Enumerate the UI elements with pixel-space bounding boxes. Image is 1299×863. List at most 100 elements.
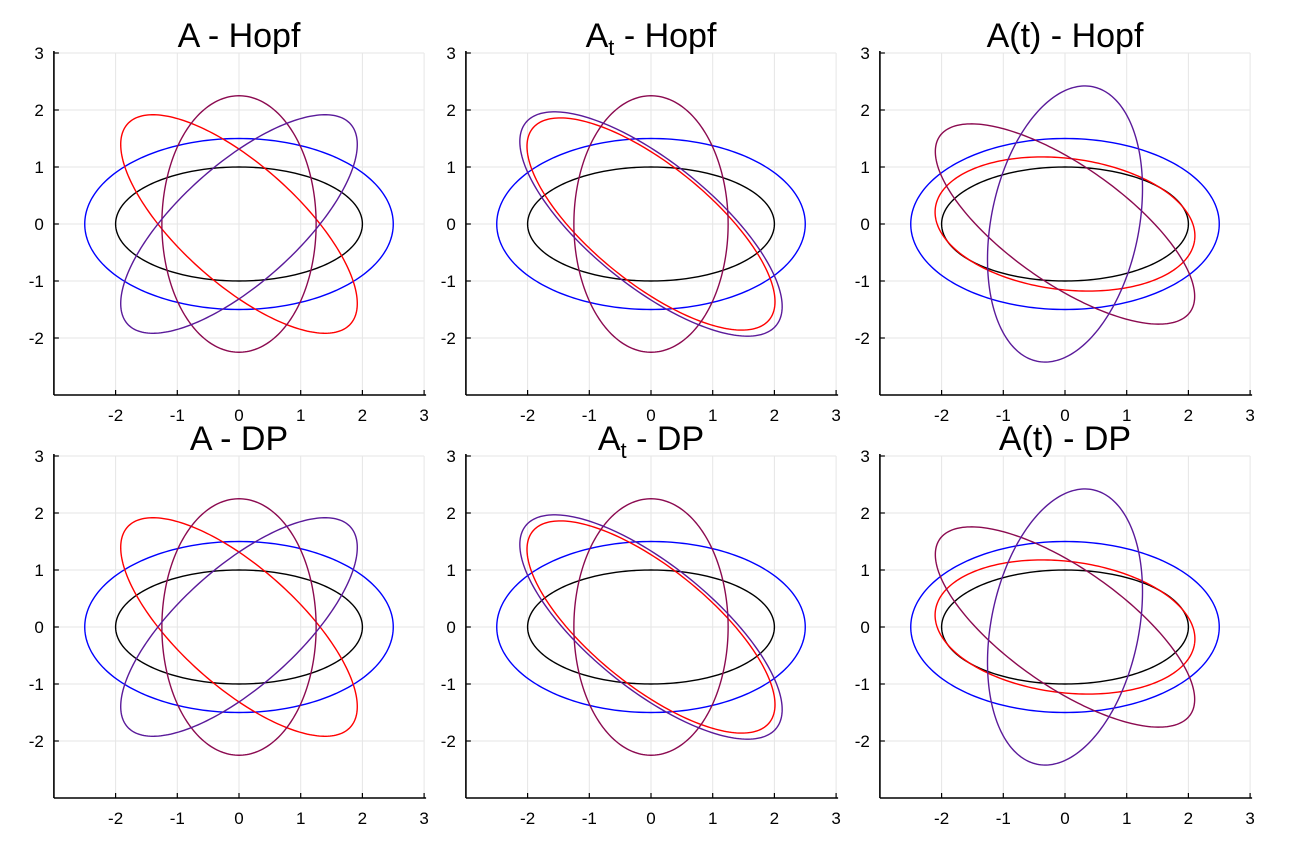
subplot-6: -2 -1 0 1 2 3 -2 -1 0 1 2 3 A(t) - DP [855, 420, 1255, 828]
series-group [84, 95, 394, 353]
series-group [496, 498, 806, 756]
subplot-1: -2 -1 0 1 2 3 -2 -1 0 1 2 3 A - Hopf [29, 17, 429, 425]
series-curve-4 [161, 498, 317, 756]
series-curve-2 [910, 540, 1220, 714]
y-tick-label: 0 [860, 618, 869, 637]
x-tick-label: 3 [1245, 809, 1254, 828]
x-tick-label: 1 [708, 809, 717, 828]
x-tick-label: -1 [170, 809, 185, 828]
series-group [910, 488, 1220, 766]
x-tick-label: 3 [419, 809, 428, 828]
y-tick-label: 1 [34, 158, 43, 177]
x-tick-label: 0 [646, 809, 655, 828]
y-tick-label: 1 [860, 158, 869, 177]
y-tick-label: -1 [29, 675, 44, 694]
title-base: A [178, 17, 201, 55]
x-tick-label: -2 [520, 809, 535, 828]
y-tick-label: -2 [855, 329, 870, 348]
series-curve-4 [573, 498, 729, 756]
series-curve-2 [84, 137, 394, 311]
series-curve-4 [161, 95, 317, 353]
x-tick-label: 3 [831, 809, 840, 828]
series-group [496, 95, 806, 353]
series-group [910, 85, 1220, 363]
series-curve-5 [986, 85, 1144, 363]
y-tick-label: -1 [29, 272, 44, 291]
y-tick-label: 2 [860, 504, 869, 523]
series-curve-4 [934, 526, 1196, 728]
y-tick-label: 0 [34, 215, 43, 234]
title-subscript: t [608, 35, 614, 60]
series-curve-5 [519, 514, 783, 740]
series-curve-1 [114, 569, 364, 685]
title-suffix: - Hopf [1041, 17, 1144, 55]
y-tick-label: 0 [860, 215, 869, 234]
series-curve-1 [526, 569, 776, 685]
y-tick-label: 0 [34, 618, 43, 637]
panel-title: A(t) - DP [999, 420, 1131, 458]
y-tick-label: 3 [860, 447, 869, 466]
y-tick-label: 0 [446, 215, 455, 234]
subplot-2: -2 -1 0 1 2 3 -2 -1 0 1 2 3 At - Hopf [441, 17, 841, 425]
x-tick-label: 0 [1060, 809, 1069, 828]
series-curve-1 [526, 166, 776, 282]
x-tick-label: -1 [996, 406, 1011, 425]
series-curve-1 [940, 166, 1190, 282]
series-curve-2 [84, 540, 394, 714]
y-tick-label: 2 [446, 504, 455, 523]
x-tick-label: 2 [770, 406, 779, 425]
subplot-5: -2 -1 0 1 2 3 -2 -1 0 1 2 3 At - DP [441, 420, 841, 828]
series-curve-2 [496, 540, 806, 714]
subplot-4: -2 -1 0 1 2 3 -2 -1 0 1 2 3 A - DP [29, 420, 429, 828]
title-base: A [190, 420, 213, 458]
y-tick-label: 1 [34, 561, 43, 580]
title-suffix: - DP [211, 420, 288, 458]
y-tick-label: 1 [446, 158, 455, 177]
x-tick-label: 2 [358, 406, 367, 425]
y-tick-label: -1 [441, 272, 456, 291]
x-tick-label: -2 [934, 406, 949, 425]
title-subscript: t [621, 438, 627, 463]
y-tick-label: 2 [860, 101, 869, 120]
title-base: A(t) [999, 420, 1054, 458]
title-suffix: - Hopf [198, 17, 301, 55]
series-curve-5 [120, 114, 358, 334]
series-curve-4 [934, 123, 1196, 325]
y-tick-label: -1 [855, 675, 870, 694]
x-tick-label: -1 [582, 809, 597, 828]
series-curve-2 [496, 137, 806, 311]
y-tick-label: 2 [34, 101, 43, 120]
series-curve-1 [940, 569, 1190, 685]
x-tick-label: 2 [770, 809, 779, 828]
x-tick-label: 0 [646, 406, 655, 425]
x-tick-label: 1 [1122, 406, 1131, 425]
x-tick-label: 1 [296, 406, 305, 425]
x-tick-label: -1 [582, 406, 597, 425]
x-tick-label: 2 [1184, 809, 1193, 828]
series-curve-5 [120, 517, 358, 737]
y-tick-label: 1 [446, 561, 455, 580]
y-tick-label: -2 [29, 329, 44, 348]
panel-title: At - DP [598, 420, 704, 463]
x-tick-label: 2 [358, 809, 367, 828]
x-tick-label: -2 [108, 406, 123, 425]
series-curve-3 [526, 520, 776, 734]
x-tick-label: 3 [831, 406, 840, 425]
series-curve-3 [120, 114, 358, 334]
x-tick-label: 3 [419, 406, 428, 425]
series-curve-4 [573, 95, 729, 353]
x-tick-label: 3 [1245, 406, 1254, 425]
series-curve-3 [120, 517, 358, 737]
y-tick-label: 3 [446, 44, 455, 63]
x-tick-label: 0 [234, 809, 243, 828]
title-base: A(t) [987, 17, 1042, 55]
y-tick-label: -2 [855, 732, 870, 751]
x-tick-label: -2 [108, 809, 123, 828]
panel-title: A - DP [190, 420, 288, 458]
y-tick-label: 3 [34, 44, 43, 63]
x-tick-label: -2 [520, 406, 535, 425]
y-tick-label: 2 [446, 101, 455, 120]
title-suffix: - Hopf [614, 17, 717, 55]
y-tick-label: -2 [441, 329, 456, 348]
